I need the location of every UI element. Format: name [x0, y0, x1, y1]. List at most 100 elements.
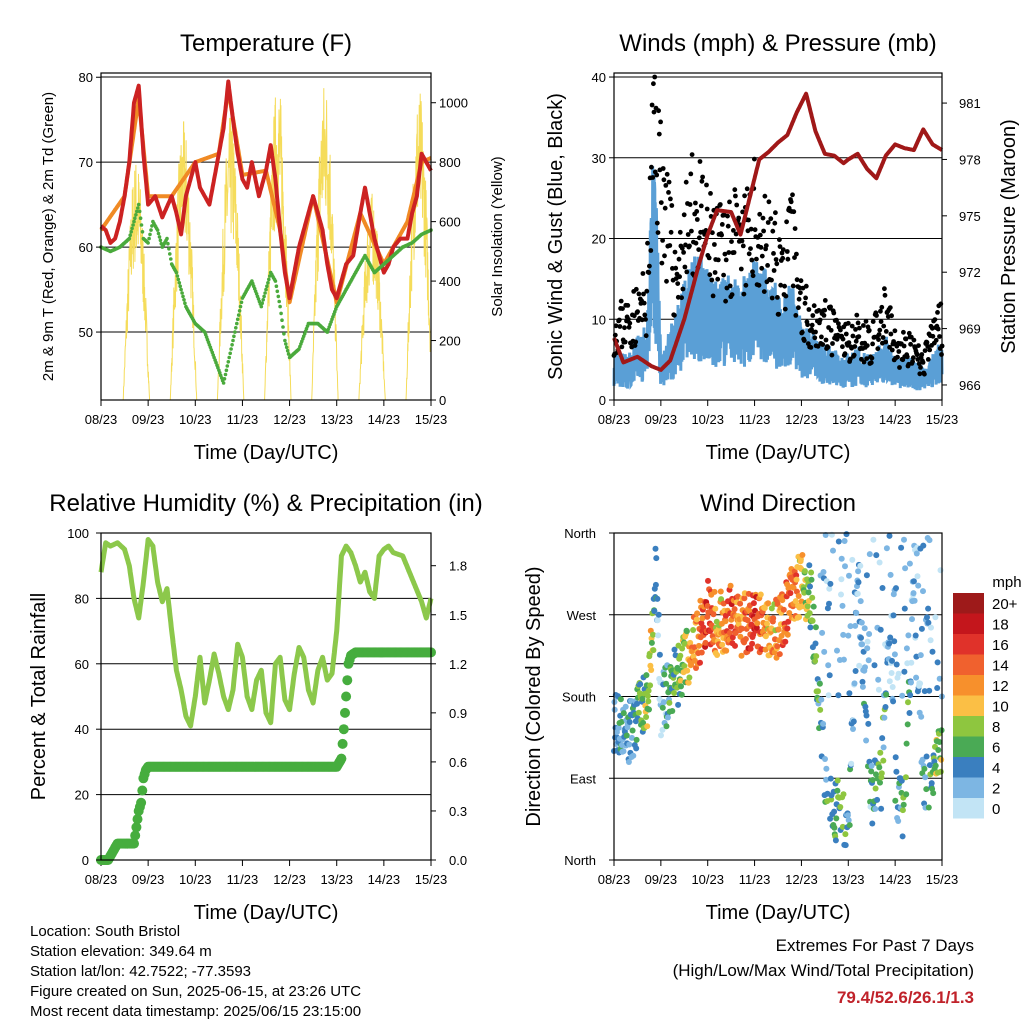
precipitation-point	[132, 814, 143, 825]
humidity-ytick-label: 60	[75, 657, 89, 672]
gust-point	[647, 263, 652, 269]
direction-point	[907, 692, 914, 699]
gust-point	[914, 352, 920, 358]
gust-point	[679, 295, 684, 301]
gust-point	[840, 344, 845, 350]
direction-point	[890, 698, 897, 705]
gust-point	[769, 277, 774, 283]
gust-point	[683, 179, 689, 185]
direction-point	[918, 713, 925, 720]
gust-point	[625, 303, 631, 308]
temperature-ylabel: 2m & 9m T (Red, Orange) & 2m Td (Green)	[40, 92, 57, 381]
humidity-y2tick-label: 0.0	[449, 853, 467, 868]
gust-point	[820, 342, 826, 347]
direction-point	[723, 647, 730, 654]
gust-point	[776, 311, 782, 317]
temperature-xtick-label: 15/23	[415, 412, 448, 427]
gust-point	[906, 330, 912, 336]
temperature-ytick-label: 70	[79, 155, 93, 170]
gust-point	[932, 317, 938, 322]
dewpoint-point	[166, 241, 170, 246]
direction-point	[780, 606, 787, 613]
direction-point	[899, 807, 906, 814]
gust-point	[822, 307, 828, 313]
dewpoint-point	[233, 330, 237, 334]
direction-point	[809, 594, 816, 601]
direction-point	[857, 598, 864, 605]
gust-point	[766, 199, 772, 205]
gust-point	[840, 336, 846, 342]
speed-legend-label: 14	[992, 658, 1009, 675]
direction-point	[862, 664, 868, 671]
gust-point	[664, 278, 669, 284]
dewpoint-point	[262, 294, 266, 299]
winds-ytick-label: 0	[599, 393, 606, 408]
direction-point	[784, 625, 791, 632]
direction-ytick-label: North	[564, 853, 596, 868]
humidity-y2tick-label: 0.3	[449, 804, 467, 819]
gust-point	[857, 325, 862, 331]
dewpoint-point	[279, 311, 283, 316]
dewpoint-point	[127, 236, 132, 241]
info-latlon: Station lat/lon: 42.7522; -77.3593	[30, 963, 252, 980]
gust-point	[916, 361, 922, 367]
direction-point	[859, 683, 866, 690]
direction-point	[855, 579, 862, 586]
direction-point	[853, 610, 860, 616]
winds-title: Winds (mph) & Pressure (mb)	[619, 30, 936, 57]
winds-ytick-label: 20	[592, 232, 606, 247]
direction-point	[807, 624, 814, 631]
dewpoint-point	[235, 317, 240, 322]
dewpoint-point	[280, 318, 284, 323]
gust-point	[823, 337, 829, 343]
direction-point	[679, 645, 686, 652]
gust-point	[889, 347, 895, 353]
gust-point	[687, 202, 693, 207]
direction-point	[838, 555, 845, 562]
gust-point	[687, 243, 692, 249]
gust-point	[784, 249, 790, 254]
direction-point	[825, 692, 832, 699]
gust-point	[810, 313, 816, 318]
direction-point	[924, 614, 930, 621]
direction-point	[765, 600, 772, 607]
gust-point	[880, 335, 886, 340]
gust-point	[667, 243, 673, 248]
direction-point	[671, 646, 678, 653]
direction-point	[839, 823, 846, 830]
gust-point	[723, 257, 729, 263]
direction-point	[805, 589, 812, 596]
direction-point	[936, 739, 943, 745]
gust-point	[632, 343, 638, 348]
dewpoint-point	[267, 277, 271, 282]
humidity-y2tick-label: 0.6	[449, 755, 467, 770]
direction-point	[886, 678, 893, 685]
dewpoint-point	[176, 277, 181, 282]
direction-point	[935, 747, 942, 753]
dewpoint-point	[264, 287, 268, 292]
gust-point	[842, 351, 848, 357]
dewpoint-point	[175, 274, 180, 278]
gust-point	[773, 257, 779, 262]
gust-point	[819, 334, 824, 340]
direction-point	[648, 667, 655, 673]
direction-point	[770, 615, 777, 622]
gust-point	[806, 307, 812, 312]
direction-point	[827, 815, 834, 822]
gust-point	[790, 192, 795, 198]
winds-xlabel: Time (Day/UTC)	[706, 442, 851, 464]
direction-point	[918, 625, 925, 632]
gust-point	[649, 164, 654, 170]
gust-point	[721, 272, 726, 278]
gust-point	[750, 269, 755, 275]
dewpoint-point	[155, 228, 160, 232]
gust-point	[864, 356, 870, 361]
gust-point	[677, 274, 682, 280]
dewpoint-point	[136, 202, 141, 207]
direction-point	[870, 536, 877, 543]
gust-point	[811, 303, 817, 309]
gust-point	[622, 339, 628, 345]
humidity-y2tick-label: 1.5	[449, 608, 467, 623]
dewpoint-point	[174, 270, 179, 275]
